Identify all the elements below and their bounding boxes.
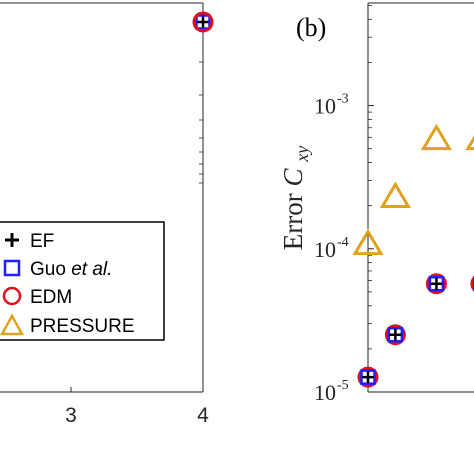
legend-label-pressure: PRESSURE (30, 316, 135, 337)
y-axis-label-word: Error (278, 187, 308, 251)
panel-b-points (352, 123, 474, 388)
panel-b-ticks: 10-510-410-31 (314, 5, 374, 405)
panel-a-points (192, 11, 214, 33)
panel-b-y-tick-exp-1: -4 (337, 235, 349, 250)
guo-point-2 (428, 275, 445, 292)
legend-box (0, 221, 165, 341)
legend-triangle-icon (0, 313, 25, 336)
guo-point-1 (387, 327, 404, 343)
legend-entry-guo: Guo et al. (3, 259, 112, 280)
panel-b-y-axis-label: Error C xy (278, 146, 312, 250)
legend-label-edm: EDM (30, 287, 72, 308)
legend-label-guo-name: Guo (30, 259, 71, 280)
legend-entry-edm: EDM (2, 286, 72, 308)
legend: EF Guo et al. EDM PRESSURE (0, 221, 165, 341)
legend-entry-ef: EF (5, 231, 54, 252)
panel-a-right-minor-ticks (199, 61, 203, 184)
edm-point-2 (425, 273, 447, 295)
ef-point-0 (197, 16, 209, 28)
legend-plus-icon (5, 233, 19, 247)
guo-point-0 (360, 369, 376, 385)
guo-point-0 (195, 14, 211, 30)
ef-point-0 (362, 371, 374, 384)
edm-point-3 (470, 275, 474, 292)
panel-b-y-tick-label-1: 10 (314, 237, 336, 262)
edm-point-0 (192, 11, 214, 33)
pressure-point-1 (379, 181, 411, 209)
ef-point-1 (389, 328, 402, 341)
y-axis-label-symbol: C (278, 168, 308, 187)
edm-point-0 (357, 366, 379, 388)
edm-point-1 (384, 324, 406, 346)
legend-label-ef: EF (30, 231, 54, 252)
panel-b-y-tick-label-2: 10 (314, 94, 336, 119)
legend-label-guo: Guo et al. (30, 259, 112, 280)
pressure-point-2 (420, 123, 453, 151)
panel-a-x-tick-label-1: 4 (197, 404, 209, 427)
panel-b: 10-510-410-31 (b) Error C xy (278, 2, 474, 405)
panel-a-x-tick-label-0: 3 (65, 404, 77, 427)
legend-circle-icon (2, 286, 22, 306)
pressure-point-0 (352, 228, 384, 256)
legend-label-guo-et-al: et al. (71, 259, 112, 280)
panel-b-y-tick-exp-0: -5 (337, 378, 349, 393)
y-axis-label-subscript: xy (292, 146, 312, 163)
legend-square-icon (3, 259, 21, 277)
pressure-point-3 (465, 135, 474, 151)
panel-b-label: (b) (296, 13, 326, 42)
legend-entry-pressure: PRESSURE (0, 313, 135, 337)
ef-point-2 (430, 277, 443, 290)
panel-b-y-tick-label-0: 10 (314, 380, 336, 405)
panel-b-y-tick-exp-2: -3 (337, 92, 349, 107)
